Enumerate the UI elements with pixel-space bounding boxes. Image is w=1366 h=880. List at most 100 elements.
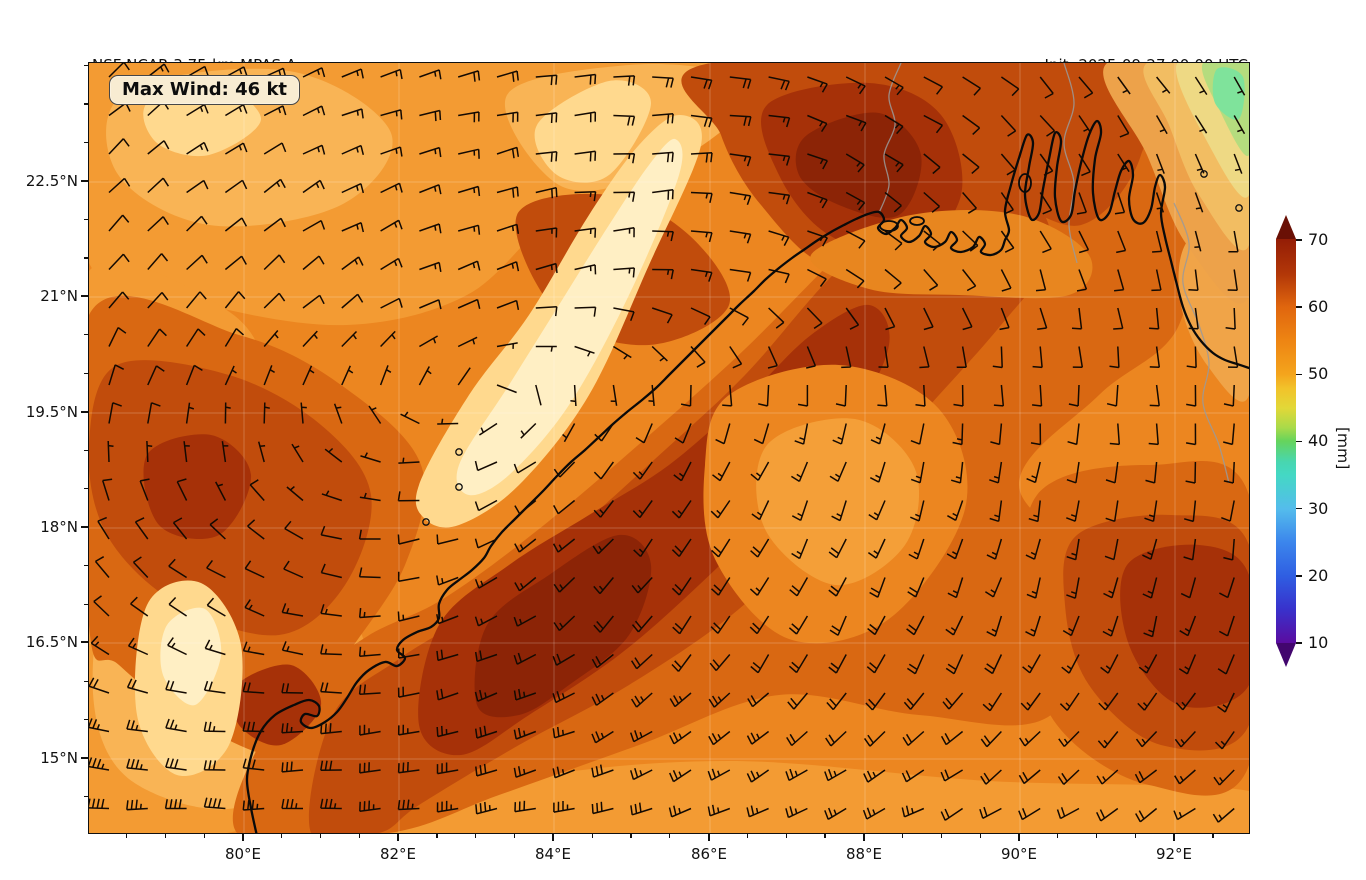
wind-barb <box>1000 230 1015 253</box>
wind-barb <box>263 330 279 347</box>
wind-barb <box>359 800 381 813</box>
wind-barb <box>1212 807 1235 823</box>
lat-minor-tick <box>84 680 88 682</box>
wind-barb <box>1228 230 1239 253</box>
lat-tick-label: 18°N <box>40 518 78 536</box>
wind-barb <box>397 686 420 698</box>
wind-barb <box>591 692 614 706</box>
wind-barb <box>224 217 248 232</box>
wind-barb <box>940 730 964 746</box>
wind-barb <box>1039 153 1054 176</box>
wind-barb <box>244 599 265 617</box>
wind-barb <box>224 179 248 194</box>
wind-barb <box>320 723 342 735</box>
wind-barb <box>570 384 577 407</box>
lon-tick-label: 90°E <box>1000 845 1038 863</box>
wind-barb <box>320 604 342 617</box>
wind-barb <box>341 108 364 119</box>
wind-barb <box>108 214 130 232</box>
wind-barb <box>185 328 206 347</box>
wind-barb <box>283 560 304 579</box>
wind-barb <box>281 723 304 734</box>
wind-barb <box>952 423 964 446</box>
calm-wind-circle <box>1235 204 1243 212</box>
wind-barb <box>923 153 941 175</box>
wind-barb <box>845 114 867 132</box>
wind-barb <box>1117 76 1131 95</box>
wind-barb <box>1225 307 1236 330</box>
wind-barb <box>1035 269 1047 292</box>
wind-barb <box>884 76 904 96</box>
wind-barb <box>1183 538 1197 561</box>
wind-barb <box>1062 615 1080 637</box>
wind-barb <box>1148 423 1159 446</box>
wind-barb <box>845 230 866 249</box>
wind-barb <box>942 692 964 710</box>
tpw-contour-region <box>160 607 222 706</box>
wind-barb <box>165 757 187 771</box>
wind-barb <box>923 269 939 291</box>
wind-barb <box>474 460 498 472</box>
wind-barb <box>553 615 576 632</box>
wind-barb <box>514 538 537 553</box>
wind-barb <box>419 69 442 80</box>
wind-barb <box>1233 153 1243 174</box>
wind-barb <box>1117 115 1130 138</box>
wind-barb <box>982 692 1003 712</box>
map-frame: Max Wind: 46 kt <box>88 62 1250 834</box>
wind-barb <box>458 148 480 159</box>
wind-barb <box>1022 654 1041 674</box>
wind-barb <box>147 63 170 78</box>
wind-barb <box>242 758 265 771</box>
wind-barb <box>729 230 752 244</box>
wind-barb <box>712 461 731 482</box>
wind-barb <box>132 556 149 579</box>
wind-barb <box>1114 192 1126 215</box>
lon-minor-tick <box>320 834 322 838</box>
wind-barb <box>1223 423 1235 446</box>
wind-barb <box>1143 615 1158 638</box>
lon-minor-tick <box>475 834 477 838</box>
wind-barb <box>1106 384 1119 407</box>
wind-barb <box>1149 346 1161 369</box>
wind-barb <box>1149 307 1160 330</box>
wind-barb <box>358 684 381 695</box>
wind-barb <box>1061 654 1080 674</box>
lon-minor-tick <box>824 834 826 838</box>
wind-barb <box>257 441 266 463</box>
wind-barb <box>953 384 964 407</box>
wind-barb <box>302 255 325 271</box>
lon-minor-tick <box>669 834 671 838</box>
wind-barb <box>729 268 752 282</box>
wind-barb <box>147 402 161 424</box>
wind-barb <box>591 730 614 744</box>
wind-barb <box>186 254 208 271</box>
wind-barb <box>436 762 459 775</box>
wind-barb <box>535 384 542 406</box>
wind-barb <box>593 500 614 518</box>
wind-barb <box>673 461 692 482</box>
wind-barb <box>1149 384 1160 407</box>
wind-barb <box>1104 538 1119 561</box>
lon-tick-label: 88°E <box>845 845 883 863</box>
wind-barb <box>690 230 713 243</box>
wind-barb <box>791 538 809 560</box>
lon-major-tick <box>863 834 865 841</box>
wind-barb <box>884 114 904 135</box>
wind-barb <box>474 538 498 549</box>
wind-barb <box>475 801 498 815</box>
wind-barb <box>1039 114 1056 137</box>
wind-barb <box>574 345 595 357</box>
wind-barb <box>989 500 1003 523</box>
wind-barb <box>359 762 381 774</box>
wind-barb <box>962 76 981 96</box>
wind-barb <box>652 151 674 163</box>
wind-barb <box>791 500 809 522</box>
wind-barb <box>828 577 847 597</box>
lon-major-tick <box>397 834 399 841</box>
lon-minor-tick <box>1096 834 1098 838</box>
wind-barb <box>108 253 130 271</box>
wind-barb <box>1096 807 1119 822</box>
wind-barb <box>535 186 558 199</box>
lon-minor-tick <box>1057 834 1059 838</box>
